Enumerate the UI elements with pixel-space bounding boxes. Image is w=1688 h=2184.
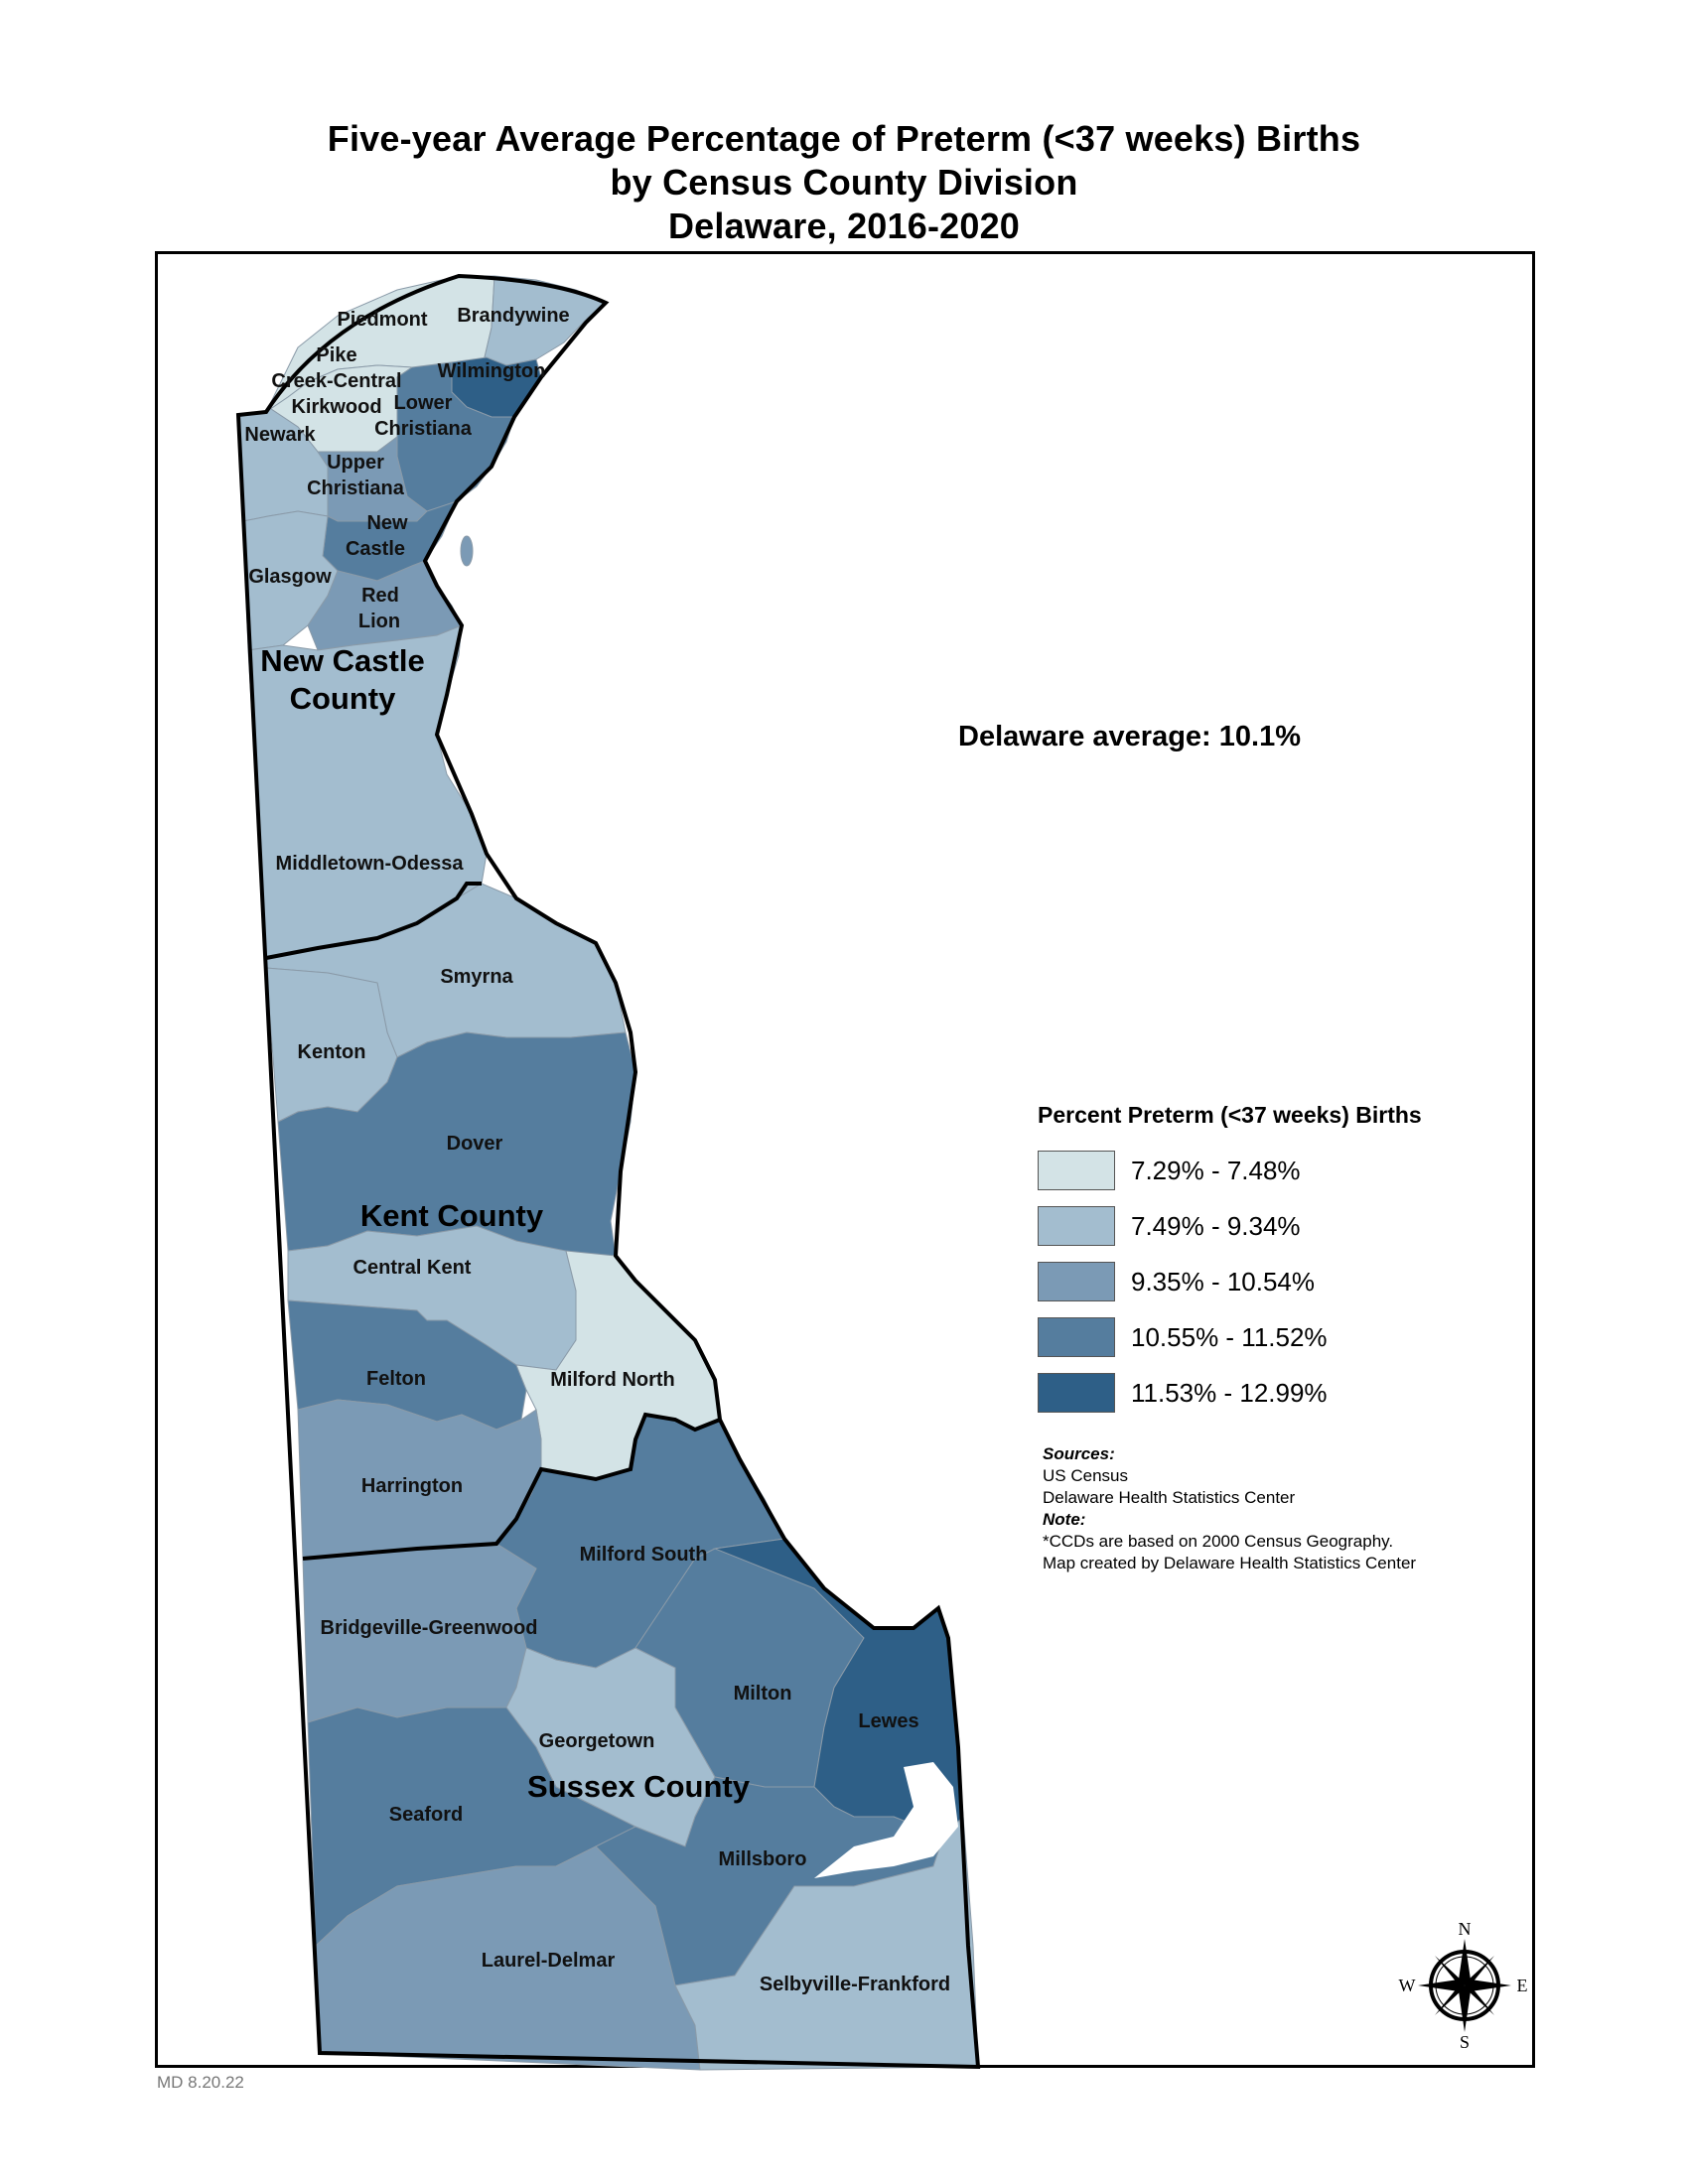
county-label-new-castle-line2: County bbox=[290, 681, 397, 716]
source-us-census: US Census bbox=[1043, 1466, 1128, 1485]
legend-item: 10.55% - 11.52% bbox=[1038, 1317, 1422, 1357]
label-dover: Dover bbox=[447, 1133, 503, 1155]
legend-label: 7.49% - 9.34% bbox=[1131, 1210, 1301, 1241]
county-boundary-newcastle-kent bbox=[265, 882, 482, 960]
legend-swatch bbox=[1038, 1151, 1115, 1190]
label-seaford: Seaford bbox=[389, 1804, 463, 1826]
compass-e: E bbox=[1517, 1976, 1528, 1995]
label-milton: Milton bbox=[734, 1683, 792, 1705]
legend-item: 9.35% - 10.54% bbox=[1038, 1262, 1422, 1301]
label-milford-north: Milford North bbox=[550, 1369, 675, 1391]
sources-notes: Sources: US Census Delaware Health Stati… bbox=[1043, 1443, 1416, 1574]
note-heading: Note: bbox=[1043, 1510, 1086, 1529]
legend-label: 10.55% - 11.52% bbox=[1131, 1321, 1328, 1352]
legend-title: Percent Preterm (<37 weeks) Births bbox=[1038, 1102, 1422, 1128]
label-glasgow: Glasgow bbox=[248, 566, 332, 588]
note-credit: Map created by Delaware Health Statistic… bbox=[1043, 1554, 1417, 1572]
label-new-castle-2: Castle bbox=[346, 538, 405, 560]
map-date-stamp: MD 8.20.22 bbox=[157, 2073, 244, 2092]
legend-swatch bbox=[1038, 1262, 1115, 1301]
county-label-kent: Kent County bbox=[360, 1198, 544, 1233]
pea-patch-island bbox=[460, 535, 474, 567]
label-kenton: Kenton bbox=[298, 1041, 366, 1063]
region-selbyville-frankford[interactable] bbox=[674, 1815, 979, 2071]
county-label-new-castle-line1: New Castle bbox=[260, 643, 424, 678]
note-ccd: *CCDs are based on 2000 Census Geography… bbox=[1043, 1532, 1394, 1551]
label-piedmont: Piedmont bbox=[337, 309, 427, 331]
state-average: Delaware average: 10.1% bbox=[958, 721, 1301, 752]
legend-label: 7.29% - 7.48% bbox=[1131, 1155, 1301, 1185]
label-milford-south: Milford South bbox=[580, 1544, 708, 1566]
legend-item: 7.29% - 7.48% bbox=[1038, 1151, 1422, 1190]
county-label-sussex: Sussex County bbox=[527, 1769, 751, 1804]
legend-item: 11.53% - 12.99% bbox=[1038, 1373, 1422, 1413]
title-line-1: Five-year Average Percentage of Preterm … bbox=[327, 118, 1361, 159]
compass-w: W bbox=[1399, 1976, 1416, 1995]
rehoboth-bay bbox=[814, 1762, 958, 1878]
label-millsboro: Millsboro bbox=[719, 1848, 807, 1870]
label-laurel-delmar: Laurel-Delmar bbox=[482, 1950, 616, 1972]
label-upper-christiana-1: Upper bbox=[327, 452, 384, 474]
legend-item: 7.49% - 9.34% bbox=[1038, 1206, 1422, 1246]
compass-rose-icon: N S W E bbox=[1399, 1921, 1528, 2050]
label-newark: Newark bbox=[244, 424, 316, 446]
title-line-3: Delaware, 2016-2020 bbox=[667, 205, 1021, 246]
legend: Percent Preterm (<37 weeks) Births 7.29%… bbox=[1038, 1102, 1422, 1429]
state-outline bbox=[235, 273, 981, 2070]
compass-s: S bbox=[1460, 2032, 1470, 2050]
legend-swatch bbox=[1038, 1373, 1115, 1413]
label-brandywine: Brandywine bbox=[457, 305, 569, 327]
label-felton: Felton bbox=[366, 1368, 426, 1390]
label-lower-christiana-1: Lower bbox=[394, 392, 453, 414]
map-title: Five-year Average Percentage of Preterm … bbox=[0, 117, 1688, 248]
label-wilmington: Wilmington bbox=[438, 360, 546, 382]
label-pike-creek-1: Pike bbox=[316, 344, 356, 366]
legend-label: 9.35% - 10.54% bbox=[1131, 1266, 1316, 1297]
label-harrington: Harrington bbox=[361, 1475, 463, 1497]
label-smyrna: Smyrna bbox=[440, 966, 513, 988]
legend-swatch bbox=[1038, 1317, 1115, 1357]
legend-label: 11.53% - 12.99% bbox=[1131, 1377, 1328, 1408]
label-pike-creek-2: Creek-Central bbox=[271, 370, 401, 392]
compass-n: N bbox=[1459, 1921, 1472, 1939]
county-boundary-kent-sussex bbox=[302, 1412, 721, 1561]
source-dhsc: Delaware Health Statistics Center bbox=[1043, 1488, 1296, 1507]
label-selbyville-frankford: Selbyville-Frankford bbox=[760, 1974, 950, 1995]
sources-heading: Sources: bbox=[1043, 1444, 1115, 1463]
label-new-castle-1: New bbox=[366, 512, 408, 534]
title-line-2: by Census County Division bbox=[610, 162, 1078, 203]
label-lewes: Lewes bbox=[858, 1710, 918, 1732]
legend-swatch bbox=[1038, 1206, 1115, 1246]
label-red-lion-1: Red bbox=[361, 585, 399, 607]
label-georgetown: Georgetown bbox=[539, 1730, 655, 1752]
label-pike-creek-3: Kirkwood bbox=[291, 396, 381, 418]
label-red-lion-2: Lion bbox=[358, 611, 400, 632]
label-central-kent: Central Kent bbox=[353, 1257, 472, 1279]
label-lower-christiana-2: Christiana bbox=[374, 418, 473, 440]
label-middletown-odessa: Middletown-Odessa bbox=[276, 853, 465, 875]
label-upper-christiana-2: Christiana bbox=[307, 478, 405, 499]
label-bridgeville-greenwood: Bridgeville-Greenwood bbox=[321, 1617, 538, 1639]
